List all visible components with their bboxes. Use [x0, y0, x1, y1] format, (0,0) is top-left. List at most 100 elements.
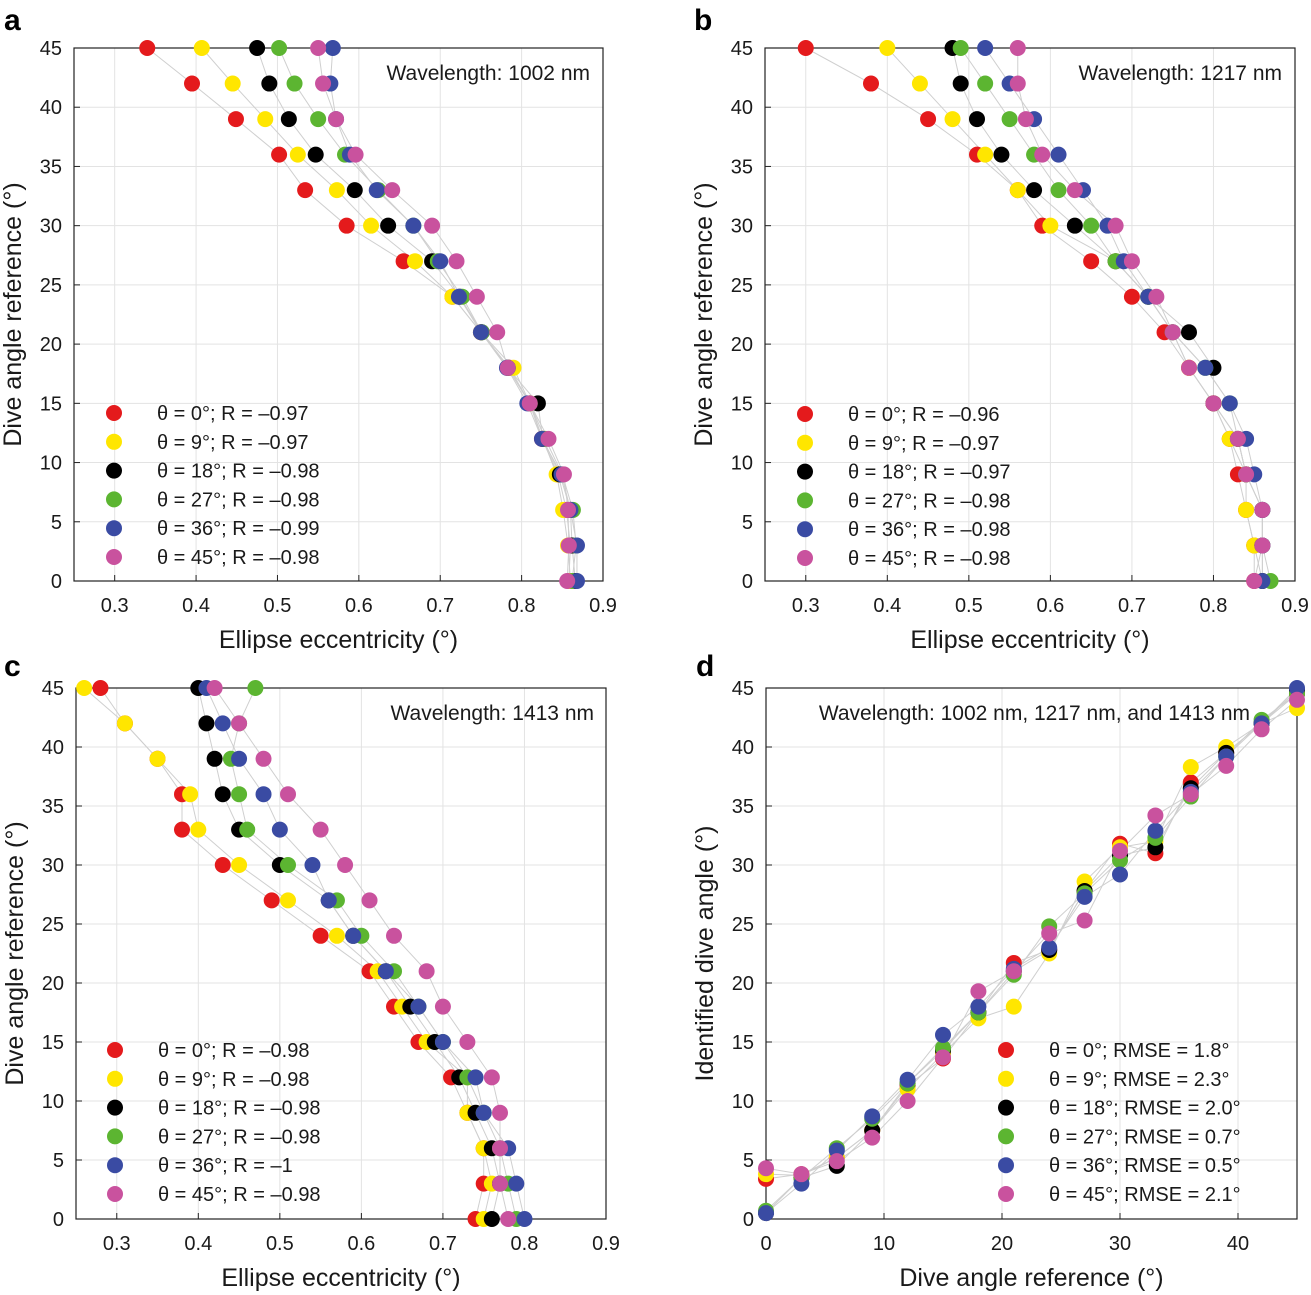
data-point [1112, 866, 1128, 883]
data-point [1042, 217, 1059, 234]
data-point [1005, 963, 1022, 980]
data-point [1050, 146, 1067, 163]
legend-marker [998, 1186, 1014, 1202]
y-tick-label: 20 [42, 973, 64, 995]
panel-letter: a [4, 4, 21, 37]
legend-marker [998, 1157, 1014, 1174]
data-point [1238, 466, 1255, 483]
data-point [434, 998, 451, 1015]
data-point [1083, 217, 1100, 234]
plot-frame [75, 687, 607, 1220]
data-point [1221, 395, 1238, 412]
data-point [911, 75, 928, 92]
x-tick-label: 0.9 [1281, 595, 1309, 617]
legend-marker [107, 1186, 123, 1202]
legend-label: θ = 0°; RMSE = 1.8° [1049, 1040, 1230, 1062]
legend-label: θ = 45°; R = –0.98 [848, 548, 1011, 570]
y-tick-label: 0 [743, 1209, 754, 1231]
data-point [184, 75, 201, 92]
data-point [472, 324, 489, 341]
data-point [280, 892, 296, 909]
data-point [1017, 111, 1034, 128]
data-point [1147, 822, 1164, 839]
data-point [793, 1166, 810, 1183]
series-line [256, 47, 576, 582]
data-point [271, 40, 288, 56]
data-point [76, 680, 93, 696]
legend-label: θ = 9°; R = –0.98 [158, 1069, 309, 1091]
data-point [758, 1160, 774, 1177]
data-point [310, 40, 327, 56]
x-tick-label: 0.5 [955, 595, 983, 617]
data-point [368, 182, 385, 199]
data-point [1238, 501, 1255, 518]
panel-c: c 0.3 0.4 0.5 0.6 0.7 0.8 0.9 0 5 10 15 20 25 30 35 40 45… [1, 650, 620, 1292]
data-point [1181, 359, 1197, 376]
data-point [508, 1175, 525, 1192]
x-tick-label: 10 [873, 1233, 895, 1255]
legend-marker [106, 520, 122, 537]
series-line [317, 47, 570, 582]
data-point [271, 821, 288, 838]
data-point [1050, 182, 1067, 199]
y-tick-label: 25 [42, 914, 64, 936]
legend-marker [106, 405, 122, 421]
legend: θ = 0°; R = –0.97 θ = 9°; R = –0.97 θ = 18… [106, 403, 320, 569]
y-tick-label: 10 [732, 1091, 754, 1113]
y-tick-label: 30 [731, 216, 753, 238]
x-axis-label: Dive angle reference (°) [899, 1264, 1163, 1292]
data-point [459, 1034, 476, 1050]
data-point [312, 927, 329, 944]
data-point [1254, 537, 1271, 554]
series-line [83, 687, 493, 1220]
x-axis-label: Ellipse eccentricity (°) [219, 626, 458, 654]
legend-label: θ = 0°; R = –0.97 [157, 403, 308, 425]
legend-marker [998, 1070, 1014, 1087]
panel-b: b 0.3 0.4 0.5 0.6 0.7 0.8 0.9 0 5 10 15 20 25 30 35 40 45… [690, 4, 1309, 654]
data-point [206, 680, 223, 696]
legend-label: θ = 9°; RMSE = 2.3° [1049, 1069, 1230, 1091]
y-tick-label: 15 [732, 1032, 754, 1054]
series-line [805, 47, 1255, 581]
data-point [555, 466, 572, 483]
data-point [1197, 359, 1214, 376]
data-point [227, 111, 244, 128]
data-point [312, 821, 329, 838]
data-point [386, 927, 402, 944]
data-point [224, 75, 241, 92]
y-axis-label: Dive angle reference (°) [0, 182, 27, 446]
y-tick-label: 20 [40, 334, 62, 356]
data-point [1246, 573, 1263, 589]
legend-marker [107, 1128, 123, 1145]
data-point [879, 40, 896, 56]
data-point [521, 395, 538, 412]
data-point [214, 857, 231, 873]
x-tick-label: 0.9 [592, 1233, 620, 1255]
y-tick-label: 25 [40, 275, 62, 297]
data-point [407, 253, 424, 270]
series-line [278, 47, 577, 582]
legend-label: θ = 18°; R = –0.98 [158, 1098, 321, 1120]
legend-label: θ = 36°; R = –1 [158, 1155, 293, 1177]
data-point [361, 892, 378, 909]
data-point [424, 217, 441, 234]
data-point [324, 40, 341, 56]
data-point [1289, 680, 1305, 696]
data-point [247, 680, 264, 696]
data-point [489, 324, 506, 341]
legend-label: θ = 27°; R = –0.98 [157, 489, 320, 511]
data-point [337, 857, 354, 873]
data-point [492, 1104, 508, 1121]
series-5 [758, 691, 1305, 1183]
y-tick-label: 0 [53, 1209, 64, 1231]
y-tick-label: 45 [732, 678, 754, 700]
legend-label: θ = 18°; R = –0.98 [157, 461, 320, 483]
panel-letter: b [694, 4, 712, 37]
legend-label: θ = 18°; R = –0.97 [848, 462, 1011, 484]
data-point [540, 430, 557, 447]
data-point [328, 927, 345, 944]
data-point [1041, 939, 1058, 956]
data-point [174, 821, 190, 838]
data-point [418, 963, 435, 980]
legend-marker [797, 492, 813, 509]
